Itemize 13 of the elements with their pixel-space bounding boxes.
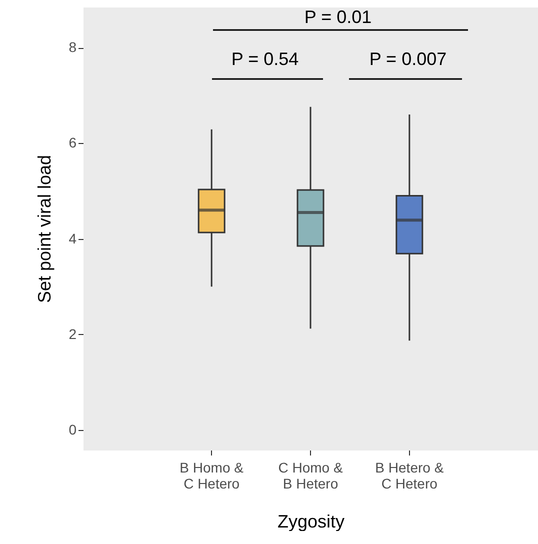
y-tick-label: 6 (68, 134, 77, 151)
y-tick-label: 8 (68, 39, 77, 56)
x-tick-label: B Homo & C Hetero (180, 460, 244, 492)
y-tick-label: 2 (68, 326, 77, 342)
y-tick-label: 0 (68, 421, 77, 438)
y-axis-title: Set point viral load (34, 154, 55, 304)
annotation: P = 0.007 (369, 49, 447, 69)
annotation: P = 0.01 (304, 7, 372, 27)
x-tick-label: B Hetero & C Hetero (375, 460, 444, 492)
y-tick-label: 4 (68, 230, 77, 246)
annotation: P = 0.54 (231, 49, 299, 69)
x-tick-label: C Homo & B Hetero (278, 460, 344, 492)
x-axis-title: Zygosity (277, 512, 345, 532)
